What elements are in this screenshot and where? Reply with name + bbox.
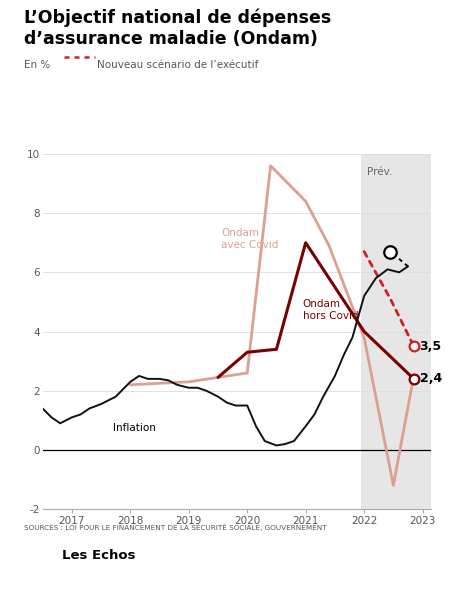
Text: L’Objectif national de dépenses: L’Objectif national de dépenses: [24, 9, 331, 27]
Text: Prév.: Prév.: [367, 167, 392, 177]
Text: Ondam
hors Covid: Ondam hors Covid: [303, 299, 358, 321]
Text: Ondam
avec Covid: Ondam avec Covid: [221, 228, 278, 250]
Bar: [361, 154, 461, 509]
Text: SOURCES : LOI POUR LE FINANCEMENT DE LA SÉCURITÉ SOCIALE, GOUVERNEMENT: SOURCES : LOI POUR LE FINANCEMENT DE LA …: [24, 524, 326, 532]
Text: 2,4: 2,4: [419, 372, 442, 385]
Text: Inflation: Inflation: [113, 423, 155, 433]
Text: 3,5: 3,5: [419, 340, 442, 353]
Text: Nouveau scénario de l’exécutif: Nouveau scénario de l’exécutif: [97, 60, 258, 70]
Text: Les Echos: Les Echos: [62, 549, 135, 562]
Text: En %: En %: [24, 60, 50, 70]
Text: d’assurance maladie (Ondam): d’assurance maladie (Ondam): [24, 30, 318, 47]
